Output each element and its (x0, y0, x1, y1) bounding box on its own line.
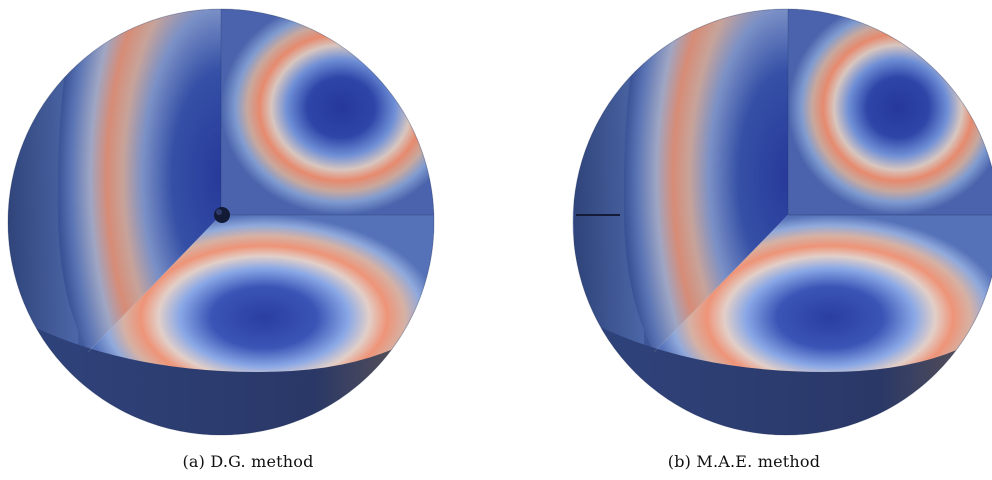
sphere-outline (7, 8, 435, 436)
diagonal-edge (653, 214, 789, 353)
left-cut-face (57, 9, 221, 352)
panel-mae-method: (b) M.A.E. method (496, 0, 992, 480)
panel-dg-method: (a) D.G. method (7, 8, 435, 471)
sphere-render-mae (572, 8, 992, 436)
center-core (214, 207, 230, 223)
upper-cut-face (788, 9, 992, 215)
left-cut-face (623, 9, 788, 352)
diagonal-edge (87, 214, 222, 353)
caption-mae: (b) M.A.E. method (667, 452, 821, 471)
center-core-highlight (216, 209, 222, 215)
caption-dg: (a) D.G. method (182, 452, 314, 471)
sphere-outline (572, 8, 992, 436)
upper-cut-face (221, 9, 434, 215)
sphere-render-dg (7, 8, 435, 436)
